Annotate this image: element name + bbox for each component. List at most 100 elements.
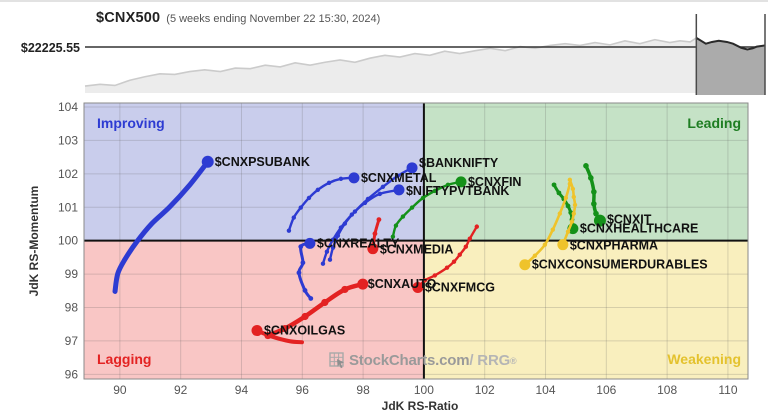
x-tick-label: 98 <box>356 383 370 397</box>
trail-node <box>422 278 428 283</box>
trail-node <box>432 273 438 278</box>
x-axis-label: JdK RS-Ratio <box>382 399 459 413</box>
trail-label-cnxpharma[interactable]: $CNXPHARMA <box>570 239 658 253</box>
quadrant-label-weakening: Weakening <box>667 351 741 367</box>
quadrant-weakening <box>423 240 748 379</box>
trail-label-cnxpsubank[interactable]: $CNXPSUBANK <box>215 155 310 169</box>
trail-label-banknifty[interactable]: $BANKNIFTY <box>419 156 499 170</box>
price-label: $22225.55 <box>20 41 80 55</box>
y-tick-label: 102 <box>58 167 78 181</box>
plot-border <box>83 102 749 380</box>
trail-head-dot[interactable] <box>412 281 424 293</box>
trail-node <box>393 223 399 228</box>
trail-label-cnxhealthcare[interactable]: $CNXHEALTHCARE <box>580 222 699 236</box>
symbol-title: $CNX500 <box>96 10 161 26</box>
trail-node <box>302 288 308 293</box>
trail-cnxmedia[interactable] <box>367 217 382 255</box>
trail-head-dot[interactable] <box>367 243 379 255</box>
trail-label-cnxauto[interactable]: $CNXAUTO <box>368 277 437 291</box>
trail-node <box>556 190 562 196</box>
trail-node <box>474 224 480 229</box>
trail-node <box>298 244 304 250</box>
trail-head-dot[interactable] <box>519 259 531 271</box>
trail-node <box>451 259 457 264</box>
x-tick-label: 100 <box>414 383 434 397</box>
trail-cnxmetal[interactable] <box>286 172 360 233</box>
x-tick-label: 96 <box>296 383 310 397</box>
watermark: StockCharts.com / RRG ® <box>329 352 517 369</box>
trail-head-dot[interactable] <box>348 172 360 184</box>
trail-node <box>551 182 557 188</box>
trail-head-dot[interactable] <box>251 325 263 337</box>
trail-node <box>557 211 563 216</box>
trail-node <box>542 242 548 247</box>
trail-head-dot[interactable] <box>557 239 569 251</box>
x-tick-label: 102 <box>475 383 495 397</box>
quadrant-label-lagging: Lagging <box>97 351 151 367</box>
trail-node <box>395 173 400 179</box>
trail-node <box>467 236 473 241</box>
trail-node <box>445 182 451 188</box>
trail-node <box>298 205 303 210</box>
trail-path[interactable] <box>112 159 211 294</box>
trail-label-niftypvtbank[interactable]: $NIFTYPVTBANK <box>406 184 509 198</box>
y-tick-label: 99 <box>65 267 79 281</box>
trail-node <box>338 176 344 182</box>
trail-node <box>338 225 344 230</box>
trail-node <box>291 215 296 220</box>
trail-head-dot[interactable] <box>406 162 418 174</box>
quadrant-label-leading: Leading <box>687 115 741 131</box>
trail-cnxit[interactable] <box>583 163 606 227</box>
trail-label-cnxfin[interactable]: $CNXFIN <box>468 175 521 189</box>
trail-node <box>420 195 426 201</box>
trail-label-cnxconsumerdurables[interactable]: $CNXCONSUMERDURABLES <box>532 258 708 272</box>
trail-node <box>306 195 312 201</box>
trail-label-cnxoilgas[interactable]: $CNXOILGAS <box>264 324 345 338</box>
trail-node <box>444 265 450 270</box>
trail-node <box>569 219 575 224</box>
trail-head-dot[interactable] <box>357 278 369 290</box>
trail-node <box>380 184 386 190</box>
trail-niftypvtbank[interactable] <box>320 184 405 266</box>
x-tick-label: 104 <box>536 383 556 397</box>
sparkline-highlight-window[interactable] <box>696 37 765 95</box>
trail-head-dot[interactable] <box>593 214 606 227</box>
trail-cnxconsumerdurables[interactable] <box>519 181 573 271</box>
sparkline-area <box>85 37 765 93</box>
y-tick-label: 104 <box>58 100 78 114</box>
x-tick-label: 92 <box>174 383 188 397</box>
trail-label-cnxfmcg[interactable]: $CNXFMCG <box>425 280 495 294</box>
trail-node <box>588 175 594 181</box>
trail-head-dot[interactable] <box>304 237 316 249</box>
y-tick-label: 100 <box>58 234 78 248</box>
trail-head-dot[interactable] <box>455 176 467 188</box>
trail-label-cnxmedia[interactable]: $CNXMEDIA <box>380 243 454 257</box>
trail-cnxpsubank[interactable] <box>112 155 214 294</box>
y-tick-label: 103 <box>58 133 78 147</box>
trail-node <box>281 324 289 333</box>
trail-cnxfin[interactable] <box>390 176 467 239</box>
trail-head-dot[interactable] <box>201 155 214 168</box>
trail-head-dot[interactable] <box>393 184 405 196</box>
trail-label-cnxit[interactable]: $CNXIT <box>607 213 652 227</box>
trail-cnxrealty[interactable] <box>296 237 316 301</box>
trail-label-cnxrealty[interactable]: $CNXREALTY <box>317 236 400 250</box>
trail-node <box>591 201 597 207</box>
trail-node <box>463 244 469 249</box>
trail-cnxpharma[interactable] <box>557 177 578 251</box>
trail-node <box>330 237 336 242</box>
trail-node <box>349 212 355 217</box>
trail-node <box>400 214 406 219</box>
trail-node <box>308 296 314 301</box>
trail-node <box>572 202 578 208</box>
x-tick-label: 94 <box>235 383 249 397</box>
trail-label-cnxmetal[interactable]: $CNXMETAL <box>361 171 437 185</box>
trail-node <box>567 181 573 187</box>
quadrant-label-improving: Improving <box>97 115 165 131</box>
sparkline-highlight-line <box>695 37 766 51</box>
trail-path[interactable] <box>254 328 304 345</box>
trail-cnxfmcg[interactable] <box>412 224 480 293</box>
trail-cnxoilgas[interactable] <box>251 325 304 345</box>
trail-node <box>409 205 415 210</box>
trail-node <box>565 203 571 209</box>
